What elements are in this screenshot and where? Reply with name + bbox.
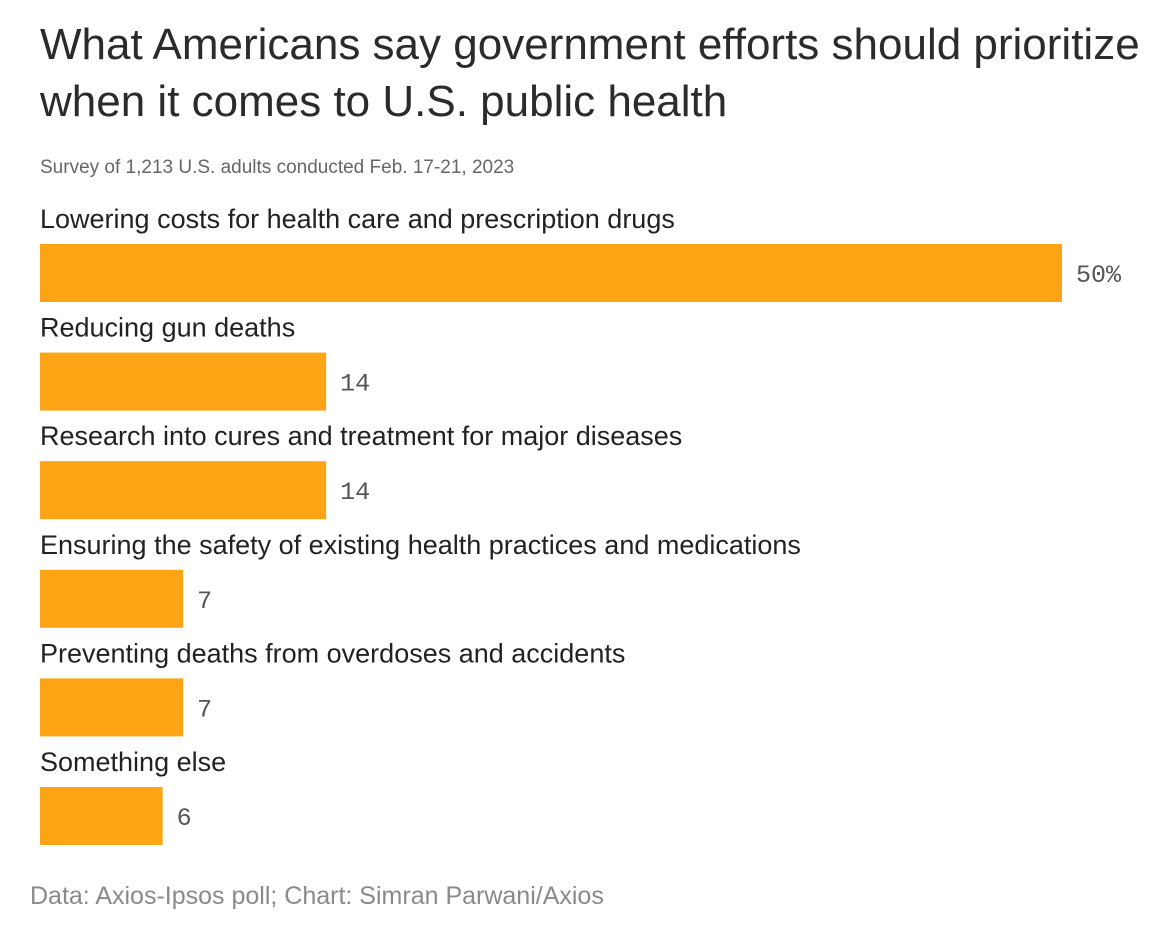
value-label: 50% <box>1076 261 1122 290</box>
source-note: Data: Axios-Ipsos poll; Chart: Simran Pa… <box>30 882 604 910</box>
value-label: 7 <box>197 587 212 616</box>
category-label: Lowering costs for health care and presc… <box>40 204 675 234</box>
category-label: Reducing gun deaths <box>40 313 295 343</box>
chart-subtitle: Survey of 1,213 U.S. adults conducted Fe… <box>40 157 515 178</box>
value-label: 7 <box>197 695 212 724</box>
bar <box>40 678 184 737</box>
category-label: Something else <box>40 747 226 777</box>
value-label: 6 <box>177 804 192 833</box>
bar <box>40 787 163 845</box>
bar <box>40 352 327 411</box>
category-label: Ensuring the safety of existing health p… <box>40 530 801 560</box>
value-label: 14 <box>340 478 370 507</box>
bar <box>40 461 327 520</box>
category-label: Research into cures and treatment for ma… <box>40 421 682 451</box>
category-label: Preventing deaths from overdoses and acc… <box>40 638 625 668</box>
bar <box>40 569 184 628</box>
value-label: 14 <box>340 370 370 399</box>
chart-title: What Americans say government efforts sh… <box>40 20 1140 126</box>
bar <box>40 244 1062 302</box>
